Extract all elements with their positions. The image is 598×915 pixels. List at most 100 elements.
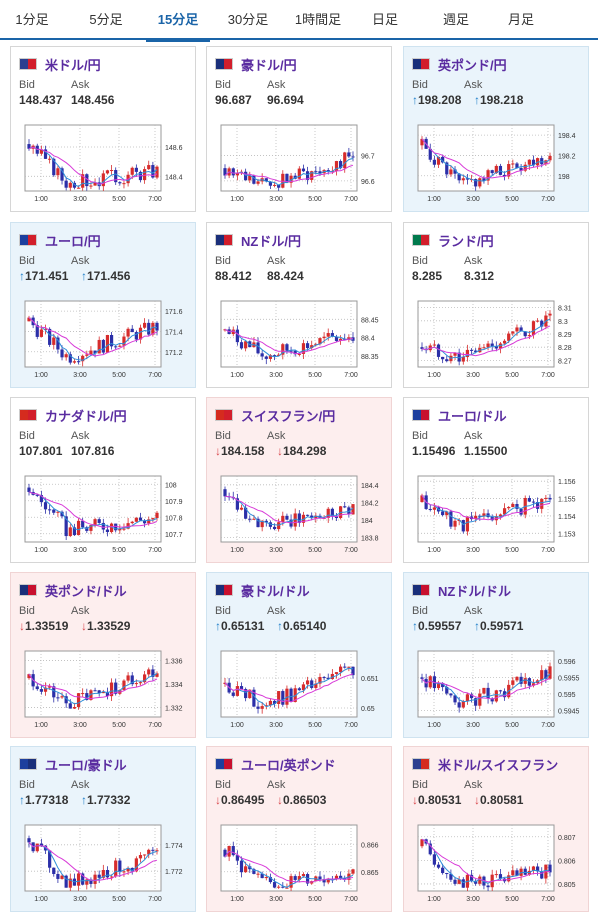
tab-3[interactable]: 15分足 xyxy=(146,0,210,42)
rate-card[interactable]: 英ポンド/円 Bid Ask ↑198.208 ↑198.218 198.4 198.2 19… xyxy=(403,46,589,212)
candlestick-chart[interactable]: 1.774 1.772 1:00 3:00 5:00 7:00 xyxy=(17,819,191,907)
tab-4[interactable]: 30分足 xyxy=(227,12,269,27)
candlestick-chart[interactable]: 184.4 184.2 184 183.8 1:00 3:00 5:00 7:00 xyxy=(213,470,387,558)
rate-card[interactable]: 米ドル/スイスフラン Bid Ask ↓0.80531 ↓0.80581 0.807 0.8… xyxy=(403,746,589,912)
pair-name[interactable]: 豪ドル/円 xyxy=(241,57,297,73)
x-tick-label: 1:00 xyxy=(230,722,244,729)
rate-card[interactable]: NZドル/円 Bid Ask 88.412 88.424 88.45 88.4 88.35 1:… xyxy=(206,222,392,388)
tab-1[interactable]: 1分足 xyxy=(15,12,49,27)
candle-body xyxy=(85,174,89,187)
tab-6[interactable]: 日足 xyxy=(371,12,398,27)
candle-body xyxy=(151,518,155,520)
tab-8[interactable]: 月足 xyxy=(507,12,534,27)
candle-body xyxy=(97,519,101,523)
candlestick-chart[interactable]: 8.31 8.3 8.29 8.28 8.27 1:00 3:00 5:00 7:00 xyxy=(410,295,584,383)
ma-long-line xyxy=(28,317,158,357)
candlestick-chart[interactable]: 96.7 96.6 1:00 3:00 5:00 7:00 xyxy=(213,119,387,207)
candle-body xyxy=(322,336,326,339)
rate-card[interactable]: ランド/円 Bid Ask 8.285 8.312 8.31 8.3 8.29 8.28 8.27… xyxy=(403,222,589,388)
candlestick-chart[interactable]: 108 107.9 107.8 107.7 1:00 3:00 5:00 7:00 xyxy=(17,470,191,558)
candle-body xyxy=(523,868,527,875)
pair-name[interactable]: ユーロ/円 xyxy=(45,233,101,249)
candle-body xyxy=(155,322,159,331)
candlestick-chart[interactable]: 0.807 0.806 0.805 1:00 3:00 5:00 7:00 xyxy=(410,819,584,907)
candle-body xyxy=(314,171,318,173)
down-arrow-icon: ↓ xyxy=(215,444,221,458)
y-tick-label: 0.806 xyxy=(558,858,576,865)
candle-body xyxy=(293,513,297,527)
rate-card[interactable]: 米ドル/円 Bid Ask 148.437 148.456 148.6 148.4 1:00 3… xyxy=(10,46,196,212)
candle-body xyxy=(486,687,490,699)
down-arrow-icon: ↓ xyxy=(277,444,283,458)
pair-name[interactable]: カナダドル/円 xyxy=(45,408,127,424)
candle-body xyxy=(130,521,134,524)
candle-body xyxy=(239,507,244,510)
candle-body xyxy=(151,849,155,851)
candle-body xyxy=(109,335,114,347)
plot-frame xyxy=(220,300,358,368)
rate-card[interactable]: 英ポンド/ドル Bid Ask ↓1.33519 ↓1.33529 1.336 1.334 1… xyxy=(10,572,196,738)
rate-card[interactable]: ユーロ/英ポンド Bid Ask ↓0.86495 ↓0.86503 0.866 0.865… xyxy=(206,746,392,912)
candle-body xyxy=(334,672,339,674)
rate-card[interactable]: カナダドル/円 Bid Ask 107.801 107.816 108 107.9 107.8… xyxy=(10,397,196,563)
x-tick-label: 5:00 xyxy=(505,896,519,903)
rate-card[interactable]: ユーロ/豪ドル Bid Ask ↑1.77318 ↑1.77332 1.774 1.772 1… xyxy=(10,746,196,912)
candle-body xyxy=(68,878,72,888)
candle-body xyxy=(268,355,273,359)
candle-body xyxy=(223,489,227,497)
pair-name[interactable]: スイスフラン/円 xyxy=(241,408,336,424)
rate-card[interactable]: ユーロ/ドル Bid Ask 1.15496 1.15500 1.156 1.155 1.15… xyxy=(403,397,589,563)
candlestick-chart[interactable]: 0.651 0.65 1:00 3:00 5:00 7:00 xyxy=(213,645,387,733)
rate-card[interactable]: ユーロ/円 Bid Ask ↑171.451 ↑171.456 171.6 171.4 171… xyxy=(10,222,196,388)
candlestick-chart[interactable]: 1.336 1.334 1.332 1:00 3:00 5:00 7:00 xyxy=(17,645,191,733)
pair-name[interactable]: NZドル/円 xyxy=(241,233,301,249)
rate-card[interactable]: スイスフラン/円 Bid Ask ↓184.158 ↓184.298 184.4 184.2… xyxy=(206,397,392,563)
candlestick-chart[interactable]: 198.4 198.2 198 1:00 3:00 5:00 7:00 xyxy=(410,119,584,207)
rate-card[interactable]: NZドル/ドル Bid Ask ↑0.59557 ↑0.59571 0.596 0.5955… xyxy=(403,572,589,738)
pair-name[interactable]: ランド/円 xyxy=(438,233,494,249)
candle-body xyxy=(289,688,293,702)
ask-value: 107.816 xyxy=(71,444,114,458)
pair-name[interactable]: ユーロ/英ポンド xyxy=(241,757,336,773)
tab-2[interactable]: 5分足 xyxy=(89,12,123,27)
pair-name[interactable]: ユーロ/ドル xyxy=(438,408,507,424)
candle-body xyxy=(93,874,97,884)
candle-body xyxy=(548,666,552,679)
rate-card[interactable]: 豪ドル/円 Bid Ask 96.687 96.694 96.7 96.6 1:00 3:00 5… xyxy=(206,46,392,212)
candlestick-chart[interactable]: 0.866 0.865 1:00 3:00 5:00 7:00 xyxy=(213,819,387,907)
candle-body xyxy=(428,843,432,855)
y-tick-label: 107.8 xyxy=(165,515,183,522)
pair-name[interactable]: 米ドル/円 xyxy=(45,57,101,73)
pair-name[interactable]: ユーロ/豪ドル xyxy=(45,757,127,773)
candlestick-chart[interactable]: 148.6 148.4 1:00 3:00 5:00 7:00 xyxy=(17,119,191,207)
tab-7[interactable]: 週足 xyxy=(442,12,469,27)
candlestick-chart[interactable]: 0.596 0.5955 0.595 0.5945 1:00 3:00 5:00 7:00 xyxy=(410,645,584,733)
x-tick-label: 1:00 xyxy=(230,547,244,554)
pair-name[interactable]: 英ポンド/ドル xyxy=(45,583,127,599)
ma-short-line xyxy=(224,495,354,526)
pair-name[interactable]: 米ドル/スイスフラン xyxy=(438,757,559,773)
candle-body xyxy=(536,866,540,872)
candle-body xyxy=(486,170,490,181)
candle-body xyxy=(318,876,322,880)
candlestick-chart[interactable]: 171.6 171.4 171.2 1:00 3:00 5:00 7:00 xyxy=(17,295,191,383)
tab-5[interactable]: 1時間足 xyxy=(294,12,342,27)
candlestick-chart[interactable]: 88.45 88.4 88.35 1:00 3:00 5:00 7:00 xyxy=(213,295,387,383)
bid-number: 148.437 xyxy=(19,93,63,107)
pair-name[interactable]: 豪ドル/ドル xyxy=(241,583,310,599)
x-tick-label: 3:00 xyxy=(73,196,87,203)
pair-name[interactable]: 英ポンド/円 xyxy=(438,57,507,73)
candle-body xyxy=(81,355,85,362)
candle-body xyxy=(314,683,318,688)
candle-body xyxy=(482,513,486,517)
candle-body xyxy=(101,691,105,694)
candle-body xyxy=(264,877,268,879)
pair-name[interactable]: NZドル/ドル xyxy=(438,583,511,599)
candle-body xyxy=(310,515,314,519)
candle-body xyxy=(441,511,445,516)
candlestick-chart[interactable]: 1.156 1.155 1.154 1.153 1:00 3:00 5:00 7:00 xyxy=(410,470,584,558)
y-tick-label: 8.28 xyxy=(558,345,572,352)
rate-card[interactable]: 豪ドル/ドル Bid Ask ↑0.65131 ↑0.65140 0.651 0.65 1:0… xyxy=(206,572,392,738)
y-tick-label: 107.9 xyxy=(165,499,183,506)
plot-frame xyxy=(24,650,162,718)
